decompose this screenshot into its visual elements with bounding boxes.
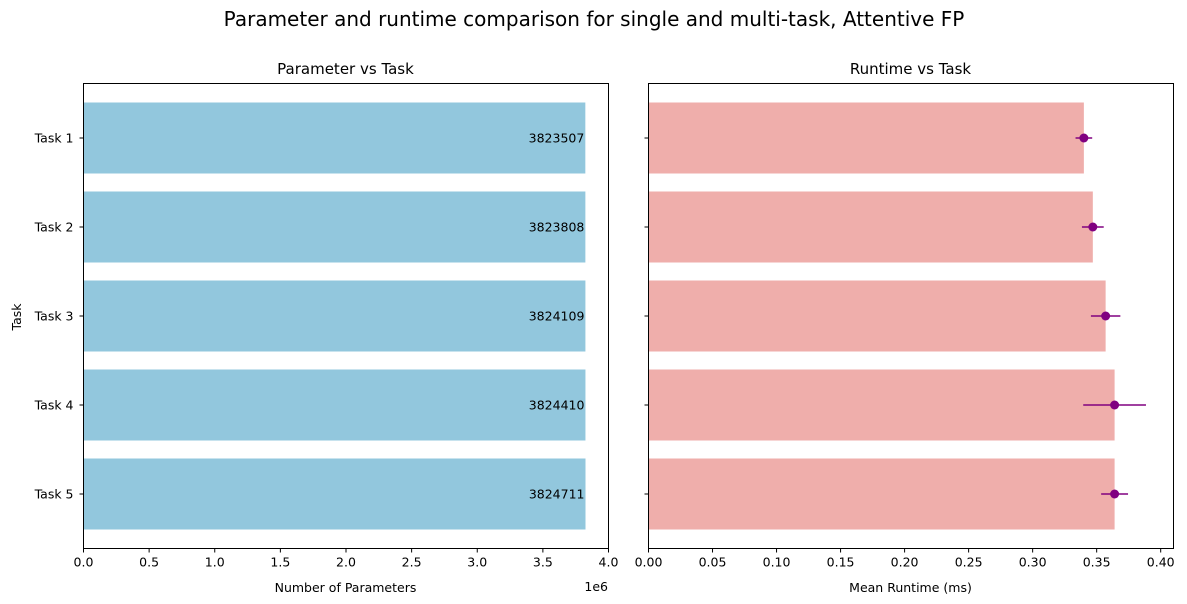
runtime-x-tick-label-5: 0.20: [891, 555, 919, 570]
runtime-point-2: [1088, 222, 1098, 232]
parameter-panel-title: Parameter vs Task: [277, 60, 414, 78]
parameter-bar-4: [83, 369, 586, 441]
parameter-bar-2: [83, 191, 586, 263]
parameter-x-tick-label-2: 0.5: [139, 555, 159, 570]
runtime-bar-4: [648, 369, 1115, 441]
runtime-point-5: [1110, 489, 1120, 499]
runtime-bar-5: [648, 458, 1115, 530]
parameter-bar-5: [83, 458, 586, 530]
parameter-y-tick-label-5: Task 5: [34, 487, 74, 502]
parameter-x-tick-label-6: 2.5: [402, 555, 422, 570]
runtime-x-tick-label-3: 0.10: [763, 555, 791, 570]
parameter-panel: Parameter vs Task Number of Parameters T…: [9, 60, 618, 595]
parameter-x-tick-label-5: 2.0: [336, 555, 356, 570]
parameter-y-tick-label-2: Task 2: [34, 220, 74, 235]
parameter-x-tick-label-9: 4.0: [599, 555, 619, 570]
parameter-x-tick-label-3: 1.0: [205, 555, 225, 570]
runtime-panel-title: Runtime vs Task: [850, 60, 972, 78]
parameter-x-tick-label-7: 3.0: [467, 555, 487, 570]
runtime-x-tick-label-4: 0.15: [827, 555, 855, 570]
parameter-x-offset-label: 1e6: [584, 579, 608, 594]
runtime-x-tick-label-2: 0.05: [699, 555, 727, 570]
parameter-value-label-2: 3823808: [529, 220, 585, 235]
parameter-y-tick-label-1: Task 1: [34, 131, 74, 146]
parameter-bar-1: [83, 102, 586, 174]
parameter-x-tick-label-1: 0.0: [74, 555, 94, 570]
parameter-x-tick-label-8: 3.5: [533, 555, 553, 570]
runtime-x-tick-label-6: 0.25: [955, 555, 983, 570]
parameter-x-tick-label-4: 1.5: [270, 555, 290, 570]
figure-suptitle: Parameter and runtime comparison for sin…: [224, 7, 965, 31]
runtime-x-tick-label-8: 0.35: [1083, 555, 1111, 570]
runtime-point-4: [1110, 400, 1120, 410]
runtime-point-3: [1101, 311, 1111, 321]
parameter-value-label-3: 3824109: [529, 309, 585, 324]
parameter-value-label-1: 3823507: [529, 131, 585, 146]
runtime-x-tick-label-7: 0.30: [1019, 555, 1047, 570]
runtime-bar-3: [648, 280, 1106, 352]
parameter-bar-3: [83, 280, 586, 352]
parameter-value-label-4: 3824410: [529, 398, 585, 413]
runtime-panel: Runtime vs Task Mean Runtime (ms) 0.00 0.…: [635, 60, 1175, 595]
parameter-y-axis-label: Task: [9, 303, 24, 332]
runtime-x-tick-label-1: 0.00: [635, 555, 663, 570]
runtime-bar-1: [648, 102, 1084, 174]
runtime-bar-2: [648, 191, 1093, 263]
parameter-plot-frame: [83, 83, 609, 549]
runtime-x-tick-label-9: 0.40: [1147, 555, 1175, 570]
parameter-x-axis-label: Number of Parameters: [275, 580, 417, 595]
parameter-value-label-5: 3824711: [529, 487, 585, 502]
runtime-point-1: [1079, 133, 1089, 143]
parameter-y-tick-label-4: Task 4: [34, 398, 74, 413]
runtime-x-axis-label: Mean Runtime (ms): [849, 580, 972, 595]
runtime-plot-frame: [648, 83, 1174, 549]
parameter-y-tick-label-3: Task 3: [34, 309, 74, 324]
